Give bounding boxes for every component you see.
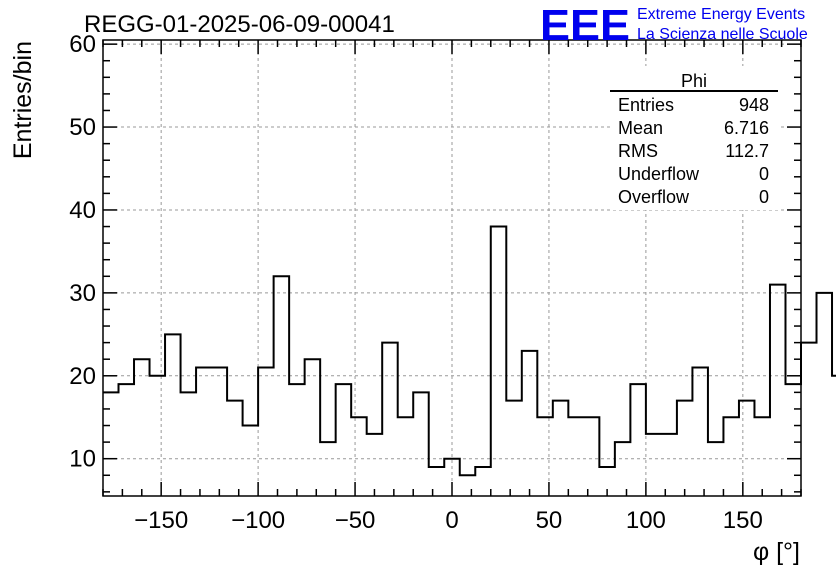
x-axis-title: φ [°] [753,538,800,566]
x-tick-labels: −150 −100 −50 0 50 100 150 [134,507,763,534]
histogram-line [103,225,836,477]
y-tick-label: 10 [69,446,96,473]
x-tick-label: 0 [445,507,458,534]
stats-label: RMS [618,141,658,161]
eee-logo-mark: EEE [540,1,630,50]
y-tick-label: 60 [69,31,96,58]
stats-label: Underflow [618,164,700,184]
stats-value: 0 [759,187,769,207]
stats-label: Entries [618,95,674,115]
y-tick-label: 40 [69,197,96,224]
stats-value: 6.716 [724,118,769,138]
eee-logo: EEE Extreme Energy Events La Scienza nel… [540,1,808,50]
x-tick-label: 50 [536,507,563,534]
x-tick-label: −100 [231,507,285,534]
x-tick-label: 150 [723,507,763,534]
stats-box-title: Phi [681,71,707,91]
y-tick-label: 50 [69,114,96,141]
y-tick-label: 30 [69,280,96,307]
stats-rows: Entries 948 Mean 6.716 RMS 112.7 Underflow 0 Ove… [618,95,769,207]
stats-label: Overflow [618,187,690,207]
y-axis-ticks [103,43,801,493]
stats-value: 112.7 [725,141,769,161]
y-tick-label: 20 [69,363,96,390]
eee-logo-line1: Extreme Energy Events [637,6,805,23]
stats-box: Phi Entries 948 Mean 6.716 RMS 112.7 Underflow… [610,66,780,210]
eee-logo-line2: La Scienza nelle Scuole [637,26,808,43]
stats-label: Mean [618,118,663,138]
y-axis-title: Entries/bin [9,41,37,159]
stats-value: 0 [759,164,769,184]
x-tick-label: −50 [335,507,376,534]
x-tick-label: −150 [134,507,188,534]
stats-value: 948 [739,95,769,115]
x-tick-label: 100 [626,507,666,534]
plot-title: REGG-01-2025-06-09-00041 [84,11,395,38]
y-tick-labels: 10 20 30 40 50 60 [69,31,96,473]
